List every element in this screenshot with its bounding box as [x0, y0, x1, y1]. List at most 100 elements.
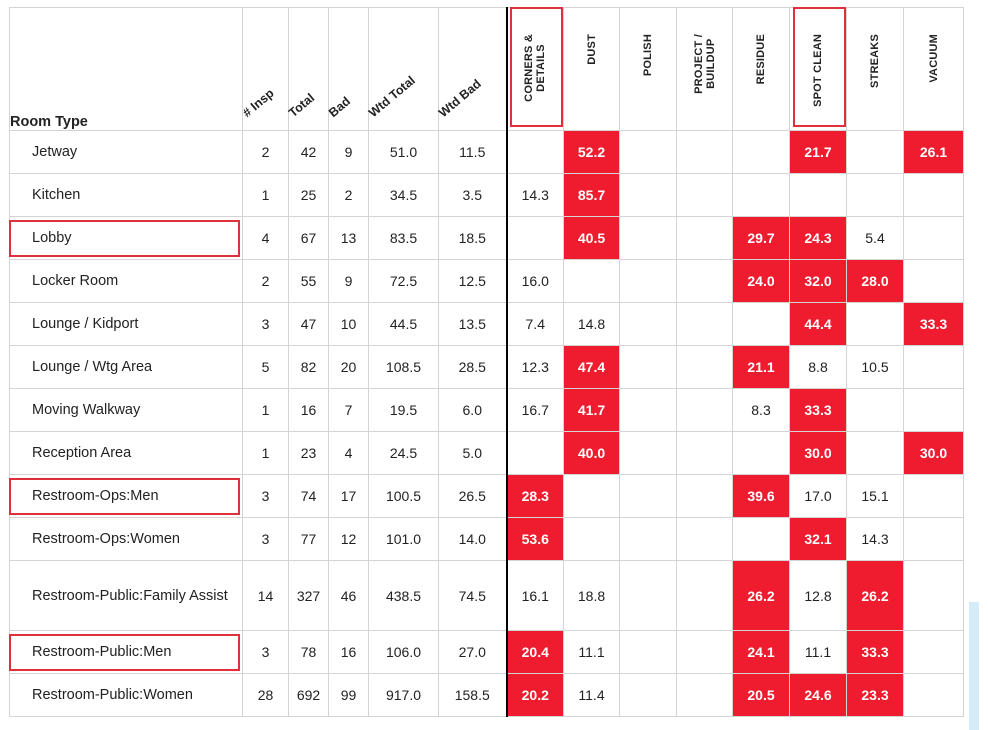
category-cell-residue[interactable]: 39.6: [732, 474, 790, 518]
category-cell-streaks[interactable]: 28.0: [846, 259, 904, 303]
category-cell-project-buildup[interactable]: [676, 560, 733, 631]
category-header-spot-clean[interactable]: SPOT CLEAN: [789, 7, 847, 131]
category-cell-spot-clean[interactable]: 11.1: [789, 630, 847, 674]
stat-cell-insp[interactable]: 5: [242, 345, 289, 389]
category-cell-streaks[interactable]: 5.4: [846, 216, 904, 260]
stat-cell-insp[interactable]: 4: [242, 216, 289, 260]
table-row[interactable]: Kitchen 1 25 2 34.5 3.5 14.3 85.7: [9, 173, 964, 217]
category-header-dust[interactable]: DUST: [563, 7, 620, 131]
stat-cell-bad[interactable]: 2: [328, 173, 369, 217]
category-cell-corners-details[interactable]: 16.1: [505, 560, 564, 631]
stat-cell-wtd-bad[interactable]: 13.5: [438, 302, 507, 346]
stat-cell-wtd-bad[interactable]: 11.5: [438, 130, 507, 174]
stat-cell-wtd-total[interactable]: 108.5: [368, 345, 439, 389]
room-type-cell[interactable]: Restroom-Public:Women: [9, 673, 243, 717]
stat-cell-wtd-bad[interactable]: 5.0: [438, 431, 507, 475]
category-cell-project-buildup[interactable]: [676, 130, 733, 174]
stat-cell-total[interactable]: 82: [288, 345, 329, 389]
category-cell-dust[interactable]: 40.5: [563, 216, 620, 260]
category-cell-dust[interactable]: 85.7: [563, 173, 620, 217]
category-cell-corners-details[interactable]: 14.3: [505, 173, 564, 217]
category-cell-dust[interactable]: [563, 474, 620, 518]
table-row[interactable]: Locker Room 2 55 9 72.5 12.5 16.0 24.0 32.0 28.0: [9, 259, 964, 303]
stat-cell-total[interactable]: 16: [288, 388, 329, 432]
category-cell-residue[interactable]: 24.0: [732, 259, 790, 303]
stat-cell-insp[interactable]: 14: [242, 560, 289, 631]
table-row[interactable]: Lounge / Wtg Area 5 82 20 108.5 28.5 12.3 47.4 2…: [9, 345, 964, 389]
category-cell-corners-details[interactable]: 53.6: [505, 517, 564, 561]
stat-cell-wtd-total[interactable]: 438.5: [368, 560, 439, 631]
table-row[interactable]: Restroom-Public:Women 28 692 99 917.0 158.5 20…: [9, 673, 964, 717]
stat-cell-wtd-bad[interactable]: 26.5: [438, 474, 507, 518]
stat-cell-insp[interactable]: 3: [242, 630, 289, 674]
room-type-cell[interactable]: Restroom-Public:Family Assist: [9, 560, 243, 631]
stat-cell-wtd-bad[interactable]: 28.5: [438, 345, 507, 389]
room-type-header[interactable]: Room Type: [9, 7, 243, 131]
category-cell-spot-clean[interactable]: 24.6: [789, 673, 847, 717]
stat-cell-total[interactable]: 67: [288, 216, 329, 260]
room-type-cell[interactable]: Reception Area: [9, 431, 243, 475]
stat-cell-total[interactable]: 692: [288, 673, 329, 717]
category-cell-polish[interactable]: [619, 259, 677, 303]
category-cell-vacuum[interactable]: [903, 173, 964, 217]
category-cell-vacuum[interactable]: [903, 560, 964, 631]
category-cell-polish[interactable]: [619, 560, 677, 631]
category-cell-dust[interactable]: 11.4: [563, 673, 620, 717]
stat-cell-total[interactable]: 25: [288, 173, 329, 217]
category-cell-corners-details[interactable]: 20.2: [505, 673, 564, 717]
stat-cell-wtd-total[interactable]: 24.5: [368, 431, 439, 475]
category-cell-spot-clean[interactable]: 32.1: [789, 517, 847, 561]
category-cell-streaks[interactable]: 15.1: [846, 474, 904, 518]
category-cell-polish[interactable]: [619, 130, 677, 174]
stat-cell-insp[interactable]: 28: [242, 673, 289, 717]
category-cell-residue[interactable]: 24.1: [732, 630, 790, 674]
stat-cell-wtd-total[interactable]: 72.5: [368, 259, 439, 303]
category-cell-residue[interactable]: [732, 130, 790, 174]
category-cell-project-buildup[interactable]: [676, 302, 733, 346]
stat-cell-insp[interactable]: 1: [242, 431, 289, 475]
category-cell-project-buildup[interactable]: [676, 259, 733, 303]
category-cell-spot-clean[interactable]: 32.0: [789, 259, 847, 303]
category-cell-vacuum[interactable]: [903, 474, 964, 518]
category-cell-streaks[interactable]: 14.3: [846, 517, 904, 561]
category-cell-project-buildup[interactable]: [676, 431, 733, 475]
stat-cell-wtd-bad[interactable]: 27.0: [438, 630, 507, 674]
category-cell-corners-details[interactable]: 12.3: [505, 345, 564, 389]
stat-cell-insp[interactable]: 3: [242, 302, 289, 346]
stat-cell-bad[interactable]: 9: [328, 259, 369, 303]
category-cell-dust[interactable]: 47.4: [563, 345, 620, 389]
category-cell-polish[interactable]: [619, 173, 677, 217]
category-cell-spot-clean[interactable]: 33.3: [789, 388, 847, 432]
category-cell-residue[interactable]: [732, 302, 790, 346]
table-row[interactable]: Restroom-Ops:Women 3 77 12 101.0 14.0 53.6 32.1…: [9, 517, 964, 561]
category-cell-polish[interactable]: [619, 388, 677, 432]
category-cell-project-buildup[interactable]: [676, 216, 733, 260]
stat-cell-wtd-total[interactable]: 34.5: [368, 173, 439, 217]
category-cell-residue[interactable]: [732, 517, 790, 561]
category-cell-project-buildup[interactable]: [676, 345, 733, 389]
stat-cell-bad[interactable]: 9: [328, 130, 369, 174]
room-type-cell[interactable]: Kitchen: [9, 173, 243, 217]
category-cell-corners-details[interactable]: 16.7: [505, 388, 564, 432]
category-header-corners-details[interactable]: CORNERS & DETAILS: [505, 7, 564, 131]
category-cell-polish[interactable]: [619, 474, 677, 518]
category-cell-polish[interactable]: [619, 517, 677, 561]
stat-cell-bad[interactable]: 16: [328, 630, 369, 674]
stat-cell-bad[interactable]: 20: [328, 345, 369, 389]
category-cell-streaks[interactable]: [846, 130, 904, 174]
category-cell-residue[interactable]: 26.2: [732, 560, 790, 631]
category-header-streaks[interactable]: STREAKS: [846, 7, 904, 131]
stat-cell-total[interactable]: 23: [288, 431, 329, 475]
category-cell-corners-details[interactable]: 7.4: [505, 302, 564, 346]
category-cell-dust[interactable]: 40.0: [563, 431, 620, 475]
room-type-cell[interactable]: Locker Room: [9, 259, 243, 303]
category-cell-spot-clean[interactable]: 30.0: [789, 431, 847, 475]
category-cell-dust[interactable]: 18.8: [563, 560, 620, 631]
stat-cell-total[interactable]: 74: [288, 474, 329, 518]
category-cell-polish[interactable]: [619, 673, 677, 717]
category-cell-spot-clean[interactable]: 17.0: [789, 474, 847, 518]
stat-cell-wtd-bad[interactable]: 74.5: [438, 560, 507, 631]
category-header-project-buildup[interactable]: PROJECT / BUILDUP: [676, 7, 733, 131]
category-cell-dust[interactable]: [563, 259, 620, 303]
category-cell-residue[interactable]: 21.1: [732, 345, 790, 389]
